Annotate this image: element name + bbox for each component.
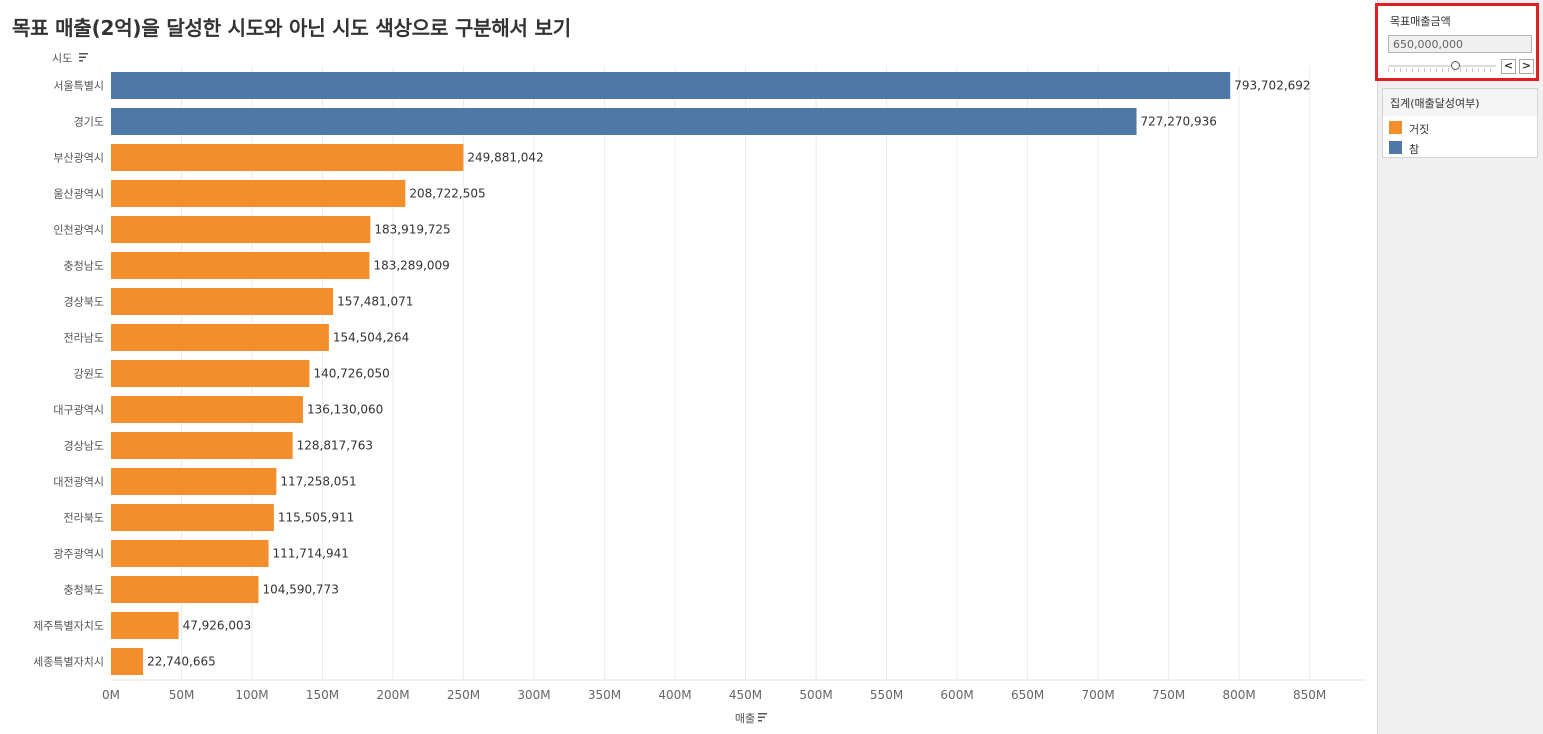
category-label: 서울특별시 bbox=[53, 80, 104, 93]
bar bbox=[111, 180, 406, 207]
x-tick-label: 200M bbox=[376, 688, 409, 702]
data-label: 157,481,071 bbox=[337, 295, 413, 309]
bar bbox=[111, 540, 269, 567]
x-tick-label: 300M bbox=[517, 688, 550, 702]
row-header-label: 시도 bbox=[52, 52, 72, 65]
data-label: 793,702,692 bbox=[1234, 79, 1310, 93]
x-tick-label: 450M bbox=[729, 688, 762, 702]
bar bbox=[111, 396, 303, 423]
category-label: 경상남도 bbox=[64, 440, 104, 453]
x-axis-sort-icon-line bbox=[758, 720, 762, 722]
x-tick-label: 700M bbox=[1081, 688, 1114, 702]
parameter-slider-ticks bbox=[1388, 68, 1496, 72]
category-label: 세종특별자치시 bbox=[33, 656, 104, 669]
x-tick-label: 50M bbox=[169, 688, 195, 702]
data-label: 47,926,003 bbox=[183, 619, 252, 633]
parameter-value-input[interactable]: 650,000,000 bbox=[1388, 35, 1532, 53]
x-tick-label: 150M bbox=[306, 688, 339, 702]
bar bbox=[111, 324, 329, 351]
category-label: 전라남도 bbox=[64, 332, 104, 345]
bar bbox=[111, 504, 274, 531]
x-tick-label: 850M bbox=[1293, 688, 1326, 702]
x-tick-label: 400M bbox=[658, 688, 691, 702]
parameter-title: 목표매출금액 bbox=[1390, 15, 1451, 28]
x-tick-label: 800M bbox=[1222, 688, 1255, 702]
category-label: 경상북도 bbox=[64, 296, 104, 309]
parameter-increment-button[interactable]: > bbox=[1519, 59, 1534, 74]
bar bbox=[111, 432, 293, 459]
bar bbox=[111, 108, 1137, 135]
data-label: 183,919,725 bbox=[374, 223, 450, 237]
category-label: 울산광역시 bbox=[53, 188, 104, 201]
category-label: 대전광역시 bbox=[53, 476, 104, 489]
x-tick-label: 650M bbox=[1011, 688, 1044, 702]
bar bbox=[111, 576, 259, 603]
data-label: 111,714,941 bbox=[273, 547, 349, 561]
x-tick-label: 250M bbox=[447, 688, 480, 702]
legend-swatch-true bbox=[1389, 141, 1402, 154]
bar bbox=[111, 360, 310, 387]
x-tick-label: 100M bbox=[235, 688, 268, 702]
category-label: 광주광역시 bbox=[53, 548, 104, 561]
data-label: 136,130,060 bbox=[307, 403, 383, 417]
x-tick-label: 550M bbox=[870, 688, 903, 702]
x-tick-label: 0M bbox=[102, 688, 120, 702]
data-label: 208,722,505 bbox=[409, 187, 485, 201]
x-axis-sort-icon-line bbox=[758, 716, 765, 718]
bar bbox=[111, 144, 464, 171]
parameter-slider-track[interactable] bbox=[1388, 65, 1496, 67]
x-tick-label: 350M bbox=[588, 688, 621, 702]
bar bbox=[111, 72, 1231, 99]
legend-label-false: 거짓 bbox=[1409, 123, 1430, 136]
category-label: 경기도 bbox=[74, 116, 104, 129]
row-header-sort-icon-line bbox=[79, 56, 86, 58]
row-header-sort-icon bbox=[79, 53, 88, 55]
bar bbox=[111, 648, 144, 675]
data-label: 104,590,773 bbox=[262, 583, 338, 597]
data-label: 140,726,050 bbox=[313, 367, 389, 381]
category-label: 부산광역시 bbox=[53, 152, 104, 165]
x-tick-label: 750M bbox=[1152, 688, 1185, 702]
legend-label-true: 참 bbox=[1409, 143, 1420, 156]
x-tick-label: 500M bbox=[799, 688, 832, 702]
data-label: 249,881,042 bbox=[467, 151, 543, 165]
x-tick-label: 600M bbox=[940, 688, 973, 702]
data-label: 727,270,936 bbox=[1141, 115, 1217, 129]
x-axis-title: 매출 bbox=[735, 712, 755, 725]
row-header-sort-icon-line bbox=[79, 60, 83, 62]
legend-swatch-false bbox=[1389, 121, 1402, 134]
color-legend: 집계(매출달성여부) 거짓 참 bbox=[1382, 88, 1538, 158]
chart-title: 목표 매출(2억)을 달성한 시도와 아닌 시도 색상으로 구분해서 보기 bbox=[12, 16, 571, 40]
parameter-slider-thumb[interactable] bbox=[1451, 61, 1460, 70]
category-label: 제주특별자치도 bbox=[33, 620, 104, 633]
bar bbox=[111, 216, 371, 243]
data-label: 117,258,051 bbox=[280, 475, 356, 489]
data-label: 115,505,911 bbox=[278, 511, 354, 525]
category-label: 충청북도 bbox=[64, 584, 104, 597]
target-sales-parameter: 목표매출금액 650,000,000 < > bbox=[1375, 3, 1539, 81]
data-label: 154,504,264 bbox=[333, 331, 409, 345]
bar bbox=[111, 612, 179, 639]
bar bbox=[111, 468, 277, 495]
data-label: 183,289,009 bbox=[373, 259, 449, 273]
x-axis-sort-icon bbox=[758, 713, 767, 715]
legend-title: 집계(매출달성여부) bbox=[1383, 89, 1537, 116]
data-label: 128,817,763 bbox=[297, 439, 373, 453]
data-label: 22,740,665 bbox=[147, 655, 216, 669]
bar bbox=[111, 252, 370, 279]
category-label: 충청남도 bbox=[64, 260, 104, 273]
category-label: 대구광역시 bbox=[53, 404, 104, 417]
bar bbox=[111, 288, 334, 315]
category-label: 인천광역시 bbox=[53, 223, 104, 237]
category-label: 강원도 bbox=[74, 368, 104, 381]
category-label: 전라북도 bbox=[64, 512, 104, 525]
parameter-decrement-button[interactable]: < bbox=[1501, 59, 1516, 74]
